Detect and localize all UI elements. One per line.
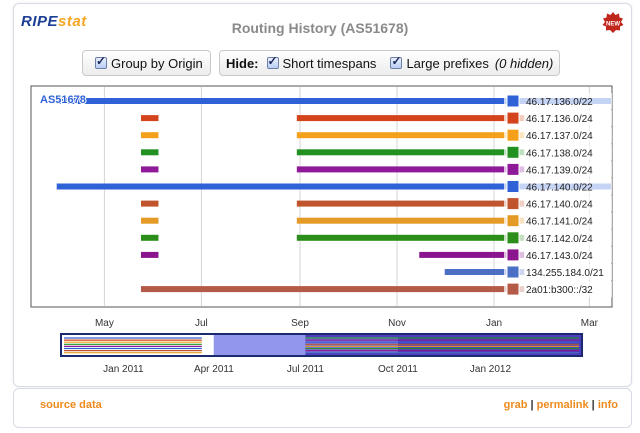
timeline-bar[interactable] (140, 286, 525, 293)
timeline-bar[interactable] (140, 115, 159, 122)
group-by-origin-label: Group by Origin (111, 55, 203, 71)
footer-bar: source data grab | permalink | info (13, 388, 632, 428)
row-label-bg (504, 144, 612, 161)
row-swatch-icon (506, 231, 520, 245)
x-tick-label: May (95, 318, 114, 329)
checkbox-checked-icon[interactable] (390, 54, 403, 69)
overview-tick-label: Oct 2011 (378, 364, 418, 375)
source-data-link[interactable]: source data (40, 399, 102, 411)
ripestat-logo[interactable]: RIPEstat (21, 13, 87, 30)
checkbox-checked-icon[interactable] (266, 54, 279, 69)
timeline-bar[interactable] (56, 183, 612, 190)
overview-tick-label: Jul 2011 (287, 364, 325, 375)
row-label-bg (504, 281, 612, 298)
hide-filter-group: Hide: Short timespans Large prefixes (0 … (219, 50, 560, 76)
page-title: Routing History (AS51678) (231, 20, 409, 36)
row-swatch-icon (506, 111, 520, 125)
logo-ripe-text: RIPE (21, 13, 59, 30)
overview-tick-label: Jan 2011 (103, 364, 144, 375)
separator: | (588, 399, 598, 411)
prefix-label[interactable]: 2a01:b300::/32 (526, 285, 593, 296)
timeline-bar[interactable] (140, 251, 159, 258)
prefix-label[interactable]: 46.17.141.0/24 (526, 217, 593, 228)
row-label-bg (504, 110, 612, 127)
prefix-label[interactable]: 46.17.140.0/24 (526, 200, 593, 211)
overview-tick-label: Apr 2011 (194, 364, 234, 375)
x-tick-label: Jan (486, 318, 502, 329)
timeline-bar[interactable] (296, 166, 525, 173)
prefix-label[interactable]: 46.17.136.0/22 (526, 97, 593, 108)
row-swatch-icon (506, 248, 520, 262)
separator: | (527, 399, 537, 411)
row-label-bg (504, 264, 612, 280)
timeline-bar[interactable] (419, 251, 525, 258)
row-swatch-icon (506, 94, 520, 108)
grab-link[interactable]: grab (503, 399, 528, 411)
timeline-bar[interactable] (140, 200, 159, 207)
timeline-bar[interactable] (444, 269, 525, 275)
row-label-bg (504, 178, 612, 195)
short-timespans-label: Short timespans (282, 55, 377, 71)
prefix-label[interactable]: 46.17.136.0/24 (526, 114, 593, 125)
timeline-bar[interactable] (140, 217, 159, 224)
row-label-bg (504, 229, 612, 246)
group-by-origin-toggle[interactable]: Group by Origin (82, 50, 211, 76)
prefix-label[interactable]: 46.17.143.0/24 (526, 251, 593, 262)
routing-timeline-chart[interactable]: 46.17.136.0/22 46.17.136.0/24 46.17.137.0/… (0, 0, 640, 390)
permalink-link[interactable]: permalink (536, 399, 589, 411)
prefix-label[interactable]: 134.255.184.0/21 (526, 268, 604, 279)
x-tick-label: Jul (195, 318, 208, 329)
x-tick-label: Nov (388, 318, 406, 329)
row-swatch-icon (506, 265, 520, 279)
info-link[interactable]: info (597, 399, 618, 411)
row-label-bg (504, 246, 612, 263)
timeline-bar[interactable] (296, 132, 525, 139)
timeline-bar[interactable] (140, 132, 159, 139)
prefix-label[interactable]: 46.17.142.0/24 (526, 234, 593, 245)
footer-links: grab | permalink | info (504, 399, 618, 411)
row-swatch-icon (506, 282, 520, 296)
logo-stat-text: stat (58, 13, 87, 30)
timeline-bar[interactable] (296, 200, 525, 207)
checkbox-checked-icon[interactable] (95, 54, 107, 69)
row-label-bg (504, 127, 612, 144)
x-tick-label: Sep (291, 318, 309, 329)
hide-label: Hide: (226, 55, 259, 71)
timeline-bar[interactable] (140, 149, 159, 156)
timeline-bar[interactable] (296, 115, 525, 122)
prefix-label[interactable]: 46.17.138.0/24 (526, 148, 593, 159)
large-prefixes-label: Large prefixes (406, 55, 489, 71)
hidden-count: (0 hidden) (494, 55, 554, 71)
row-label-bg (504, 93, 612, 109)
prefix-label[interactable]: 46.17.139.0/24 (526, 165, 593, 176)
row-swatch-icon (506, 128, 520, 142)
prefix-label[interactable]: 46.17.140.0/22 (526, 183, 593, 194)
overview-tick-label: Jan 2012 (470, 364, 512, 375)
row-label-bg (504, 161, 612, 178)
row-swatch-icon (506, 145, 520, 159)
new-badge-icon: NEW (602, 12, 624, 33)
row-label-bg (504, 195, 612, 212)
overview-window-highlight (213, 335, 306, 355)
row-label-bg (504, 212, 612, 229)
timeline-bar[interactable] (296, 234, 525, 241)
timeline-bar[interactable] (56, 98, 612, 104)
x-tick-label: Mar (581, 318, 599, 329)
row-swatch-icon (506, 197, 520, 211)
row-swatch-icon (506, 214, 520, 228)
timeline-bar[interactable] (296, 149, 525, 156)
timeline-bar[interactable] (140, 166, 159, 173)
timeline-bar[interactable] (296, 217, 525, 224)
origin-as-label: AS51678 (40, 94, 86, 106)
prefix-label[interactable]: 46.17.137.0/24 (526, 131, 593, 142)
timeline-bar[interactable] (140, 234, 159, 241)
row-swatch-icon (506, 180, 520, 193)
row-swatch-icon (506, 162, 520, 176)
badge-label: NEW (606, 22, 620, 28)
